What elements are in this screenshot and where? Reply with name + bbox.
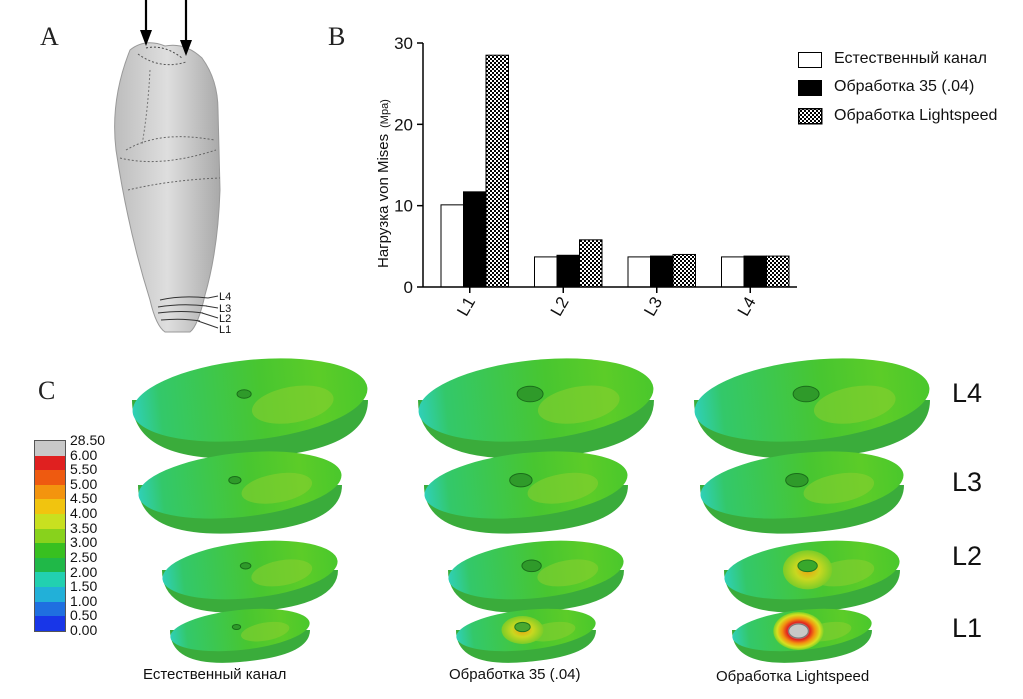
colorbar-tick-label: 1.00	[70, 592, 98, 609]
tooth-model: L4 L3 L2 L1	[114, 0, 231, 336]
y-axis-label: Нагрузка von Mises(Mpa)	[375, 99, 392, 268]
colorbar-tick-label: 4.50	[70, 490, 98, 507]
colorbar-segment	[35, 441, 65, 456]
row-label-l4: L4	[952, 378, 983, 408]
colorbar-segment	[35, 601, 65, 617]
panel-label-b: B	[328, 22, 346, 51]
bar	[721, 256, 745, 288]
caption-natural: Естественный канал	[143, 666, 287, 683]
colorbar-tick-label: 5.50	[70, 461, 98, 478]
x-tick-label: L2	[547, 294, 573, 320]
colorbar-tick-label: 2.50	[70, 548, 98, 565]
legend-label-natural: Естественный канал	[834, 50, 987, 67]
x-tick-label: L4	[734, 294, 760, 320]
caption-35: Обработка 35 (.04)	[449, 666, 581, 683]
fea-section-35-0	[418, 358, 654, 459]
colorbar-segment	[35, 616, 65, 631]
colorbar-segment	[35, 528, 65, 544]
bar	[743, 255, 767, 288]
y-tick-label: 30	[394, 34, 413, 53]
tooth-level-l1: L1	[219, 324, 231, 336]
bar	[534, 256, 558, 288]
panel-label-c: C	[38, 376, 56, 405]
fea-section-nat-2	[162, 540, 338, 613]
colorbar-tick-label: 5.00	[70, 475, 98, 492]
tooth-level-l4: L4	[219, 291, 231, 303]
fea-section-nat-0	[132, 358, 368, 459]
fea-cross-sections	[132, 358, 930, 663]
y-tick-label: 20	[394, 115, 413, 134]
colorbar-tick-label: 0.50	[70, 607, 98, 624]
row-label-l1: L1	[952, 613, 983, 643]
fea-section-nat-1	[138, 451, 342, 534]
bar	[485, 54, 509, 288]
legend-label-35: Обработка 35 (.04)	[834, 78, 975, 95]
colorbar-tick-label: 0.00	[70, 622, 98, 638]
legend-swatch-lightspeed	[798, 108, 823, 125]
x-tick-label: L1	[453, 294, 479, 320]
colorbar-segment	[35, 514, 65, 529]
fea-section-ls-2	[724, 540, 900, 613]
fea-section-ls-0	[694, 358, 930, 459]
fea-section-35-1	[424, 451, 628, 534]
colorbar-tick-label: 1.50	[70, 578, 98, 595]
fea-section-nat-3	[170, 608, 310, 663]
row-label-l2: L2	[952, 541, 983, 571]
bar	[556, 254, 580, 288]
colorbar-segment	[35, 455, 65, 471]
colorbar-tick-label: 28.50	[70, 432, 106, 448]
colorbar-tick-label: 3.00	[70, 534, 98, 551]
bar	[650, 255, 674, 288]
fea-section-ls-1	[700, 451, 904, 534]
colorbar-segment	[35, 499, 65, 515]
x-tick-label: L3	[640, 294, 666, 320]
bar	[440, 204, 464, 288]
y-tick-label: 10	[394, 197, 413, 216]
bar	[579, 239, 603, 288]
colorbar-tick-label: 4.00	[70, 505, 98, 522]
bar	[672, 253, 696, 288]
row-label-l3: L3	[952, 467, 983, 497]
caption-lightspeed: Обработка Lightspeed	[716, 668, 870, 685]
legend-label-lightspeed: Обработка Lightspeed	[834, 107, 998, 124]
colorbar-segment	[35, 557, 65, 573]
bar	[627, 256, 651, 288]
fea-section-ls-3	[732, 608, 872, 663]
y-tick-label: 0	[404, 278, 413, 297]
legend-swatch-35	[798, 80, 822, 96]
legend-swatch-natural	[798, 52, 822, 68]
bar	[463, 191, 487, 288]
tooth-level-l2: L2	[219, 313, 231, 325]
stress-bar-chart: Нагрузка von Mises(Mpa) 0 10 20 30 L1 L2 L3 L4	[375, 34, 797, 320]
colorbar-tick-label: 6.00	[70, 446, 98, 463]
colorbar-tick-label: 2.00	[70, 563, 98, 580]
colorbar-segment	[35, 484, 65, 500]
colorbar-segment	[35, 543, 65, 558]
panel-label-a: A	[40, 22, 59, 51]
fea-section-35-3	[456, 608, 596, 663]
stress-colorbar	[34, 440, 66, 632]
colorbar-tick-label: 3.50	[70, 519, 98, 536]
fea-section-35-2	[448, 540, 624, 613]
bar	[766, 255, 790, 288]
colorbar-segment	[35, 572, 65, 588]
colorbar-segment	[35, 587, 65, 602]
colorbar-segment	[35, 470, 65, 485]
tooth-level-l3: L3	[219, 303, 231, 315]
